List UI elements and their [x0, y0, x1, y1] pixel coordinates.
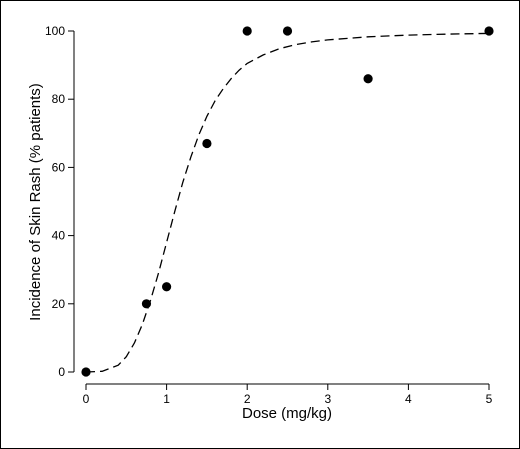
y-tick-label: 60: [52, 160, 66, 174]
data-points: [81, 26, 494, 377]
y-tick-label: 40: [52, 229, 66, 243]
ticks: 0 1 2 3 4 5 0 20 40 60 80 100: [45, 24, 493, 406]
x-tick-label: 5: [486, 392, 493, 406]
x-tick-label: 0: [83, 392, 90, 406]
x-tick-label: 3: [324, 392, 331, 406]
data-point: [141, 299, 152, 309]
x-tick-label: 4: [405, 392, 412, 406]
y-tick-label: 0: [58, 365, 65, 379]
axes: [73, 31, 489, 385]
data-point: [242, 26, 252, 36]
data-point: [282, 26, 293, 36]
y-tick-label: 100: [45, 24, 65, 38]
fit-curve: [85, 32, 490, 373]
x-tick-label: 1: [163, 392, 170, 406]
data-point: [363, 74, 373, 84]
data-point: [202, 138, 212, 149]
y-axis-title: Incidence of Skin Rash (% patients): [27, 83, 44, 321]
data-point: [81, 367, 91, 377]
x-axis-title: Dose (mg/kg): [242, 405, 332, 422]
x-tick-label: 2: [244, 392, 251, 406]
data-point: [162, 282, 172, 292]
y-tick-label: 20: [52, 297, 66, 311]
y-tick-label: 80: [52, 92, 66, 106]
data-point: [484, 26, 494, 36]
